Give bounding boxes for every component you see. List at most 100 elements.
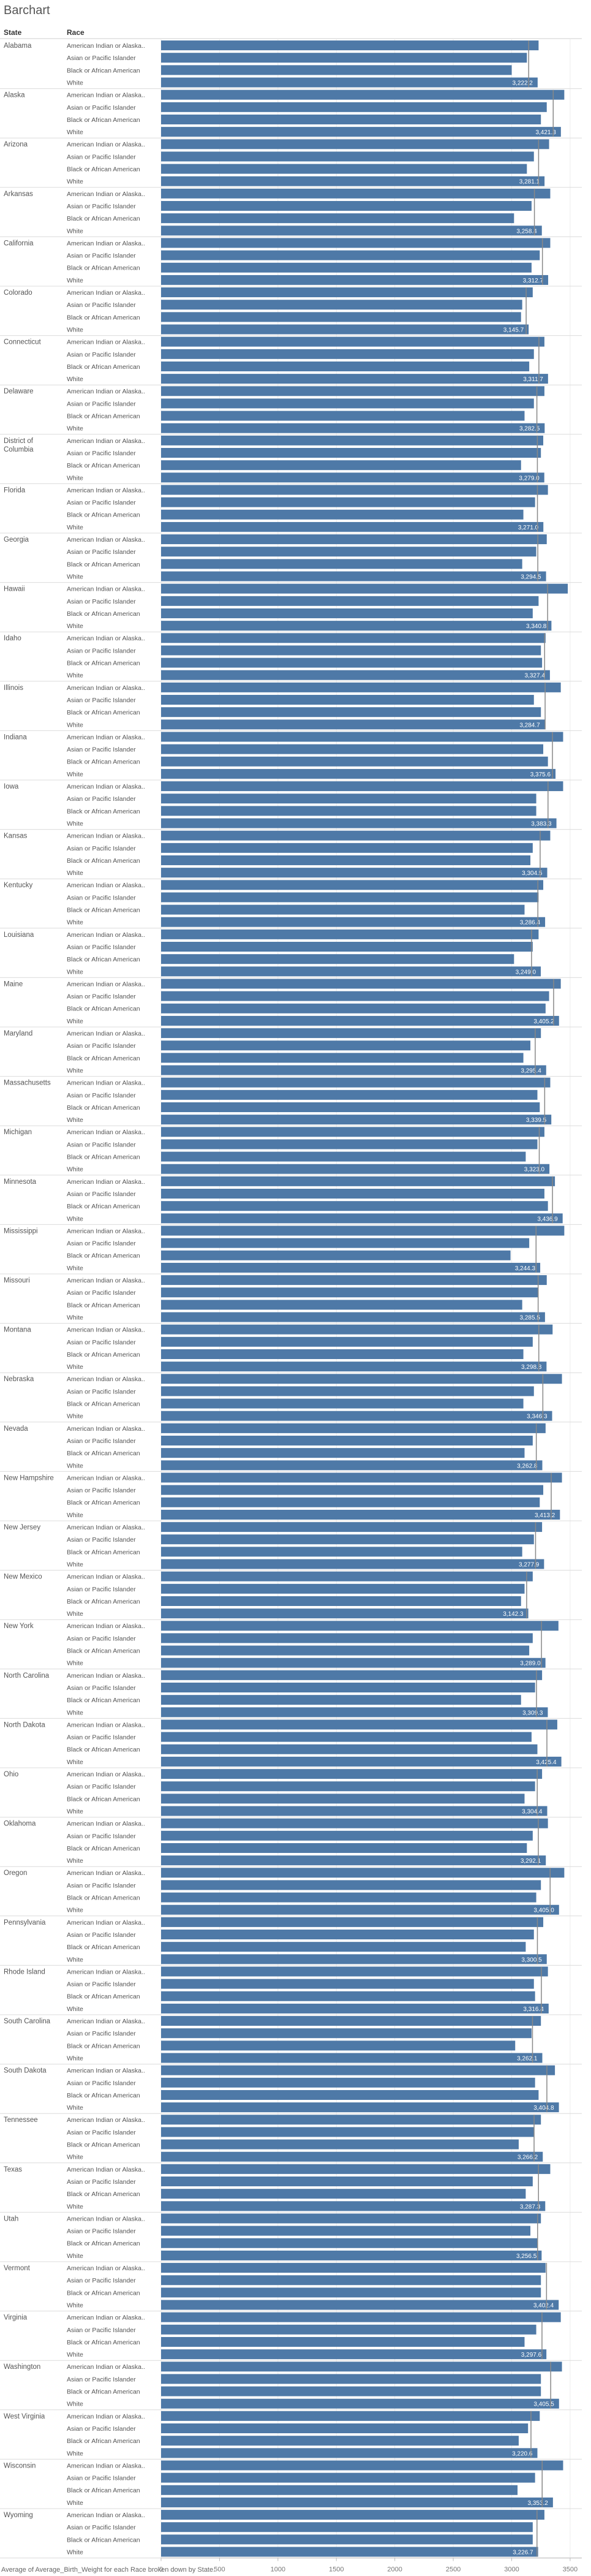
bar: [161, 1300, 522, 1310]
bar: [161, 657, 543, 668]
race-label: Black or African American: [67, 314, 140, 321]
state-label: Arizona: [4, 141, 28, 148]
race-label: White: [67, 2401, 83, 2408]
bar: [161, 2164, 551, 2174]
state-label: Pennsylvania: [4, 1919, 46, 1926]
bar: [161, 1979, 534, 1989]
bar: [161, 374, 548, 384]
state-label: Colorado: [4, 289, 32, 297]
state-label: Delaware: [4, 388, 34, 395]
race-label: Black or African American: [67, 265, 140, 272]
bar: [161, 868, 548, 878]
race-label: American Indian or Alaska..: [67, 1474, 145, 1482]
race-label: White: [67, 474, 83, 482]
data-label: 3,292.1: [521, 1858, 541, 1865]
state-label: Massachusetts: [4, 1080, 51, 1087]
data-label: 3,309.3: [522, 1710, 543, 1716]
bar: [161, 2510, 544, 2520]
bar: [161, 1707, 548, 1718]
race-label: American Indian or Alaska..: [67, 1524, 145, 1531]
bar: [161, 2362, 562, 2372]
bar: [161, 460, 521, 471]
bar: [161, 534, 547, 545]
state-label: Texas: [4, 2166, 22, 2173]
state-label: Hawaii: [4, 586, 25, 593]
state-label: Louisiana: [4, 931, 34, 939]
bar: [161, 312, 521, 322]
state-label: Missouri: [4, 1277, 30, 1284]
bar: [161, 892, 539, 903]
race-label: American Indian or Alaska..: [67, 1672, 145, 1680]
bar: [161, 300, 522, 310]
bar: [161, 2448, 538, 2458]
data-label: 3,297.6: [521, 2352, 542, 2358]
race-label: Black or African American: [67, 709, 140, 716]
bar: [161, 1336, 533, 1347]
bar: [161, 991, 549, 1001]
bar: [161, 794, 536, 804]
bar: [161, 1077, 551, 1088]
bar: [161, 1571, 533, 1582]
race-label: American Indian or Alaska..: [67, 536, 145, 544]
bar: [161, 1201, 548, 1211]
state-column-header[interactable]: State: [4, 28, 22, 37]
bar: [161, 768, 556, 779]
data-label: 3,327.4: [525, 673, 546, 680]
race-label: White: [67, 1166, 83, 1173]
race-label: American Indian or Alaska..: [67, 42, 145, 50]
race-label: American Indian or Alaska..: [67, 1574, 145, 1581]
race-label: American Indian or Alaska..: [67, 2067, 145, 2075]
state-label: Alabama: [4, 42, 32, 50]
race-label: Asian or Pacific Islander: [67, 153, 136, 161]
bar: [161, 670, 550, 680]
race-label: Black or African American: [67, 215, 140, 222]
data-label: 3,316.4: [523, 2006, 544, 2013]
race-label: White: [67, 1660, 83, 1667]
data-label: 3,284.7: [519, 722, 540, 729]
bar: [161, 2386, 541, 2396]
race-label: American Indian or Alaska..: [67, 586, 145, 593]
race-label: Asian or Pacific Islander: [67, 2524, 136, 2531]
race-label: Black or African American: [67, 363, 140, 371]
race-label: White: [67, 1709, 83, 1716]
race-label: White: [67, 623, 83, 630]
bar: [161, 2336, 525, 2347]
bar: [161, 1732, 532, 1742]
race-label: Asian or Pacific Islander: [67, 1289, 136, 1297]
bar: [161, 386, 544, 396]
bar: [161, 1164, 550, 1174]
bar: [161, 2226, 531, 2236]
bar: [161, 176, 545, 186]
state-label: Utah: [4, 2215, 18, 2222]
race-label: Black or African American: [67, 1450, 140, 1457]
bar: [161, 2176, 533, 2187]
race-label: Asian or Pacific Islander: [67, 1882, 136, 1889]
bar: [161, 1448, 525, 1458]
race-label: American Indian or Alaska..: [67, 1376, 145, 1383]
data-label: 3,266.2: [518, 2154, 538, 2161]
bar: [161, 1633, 533, 1643]
race-column-header[interactable]: Race: [67, 28, 85, 37]
x-tick-label: 3000: [504, 2566, 519, 2574]
state-label: Columbia: [4, 446, 34, 453]
bar: [161, 77, 538, 88]
race-label: White: [67, 524, 83, 531]
race-label: White: [67, 326, 83, 333]
data-label: 3,304.4: [522, 1808, 543, 1815]
data-label: 3,340.8: [526, 623, 547, 630]
bar: [161, 1472, 562, 1483]
state-label: Minnesota: [4, 1178, 37, 1186]
bar: [161, 1053, 524, 1063]
bar: [161, 2324, 536, 2335]
race-label: Asian or Pacific Islander: [67, 1635, 136, 1642]
state-label: Georgia: [4, 536, 29, 544]
bar: [161, 201, 532, 211]
race-label: Black or African American: [67, 759, 140, 766]
race-label: Asian or Pacific Islander: [67, 2080, 136, 2087]
race-label: Black or African American: [67, 1351, 140, 1358]
race-label: White: [67, 2154, 83, 2161]
race-label: Black or African American: [67, 1795, 140, 1803]
bar: [161, 571, 546, 581]
state-label: Iowa: [4, 783, 19, 790]
state-label: New York: [4, 1623, 34, 1630]
